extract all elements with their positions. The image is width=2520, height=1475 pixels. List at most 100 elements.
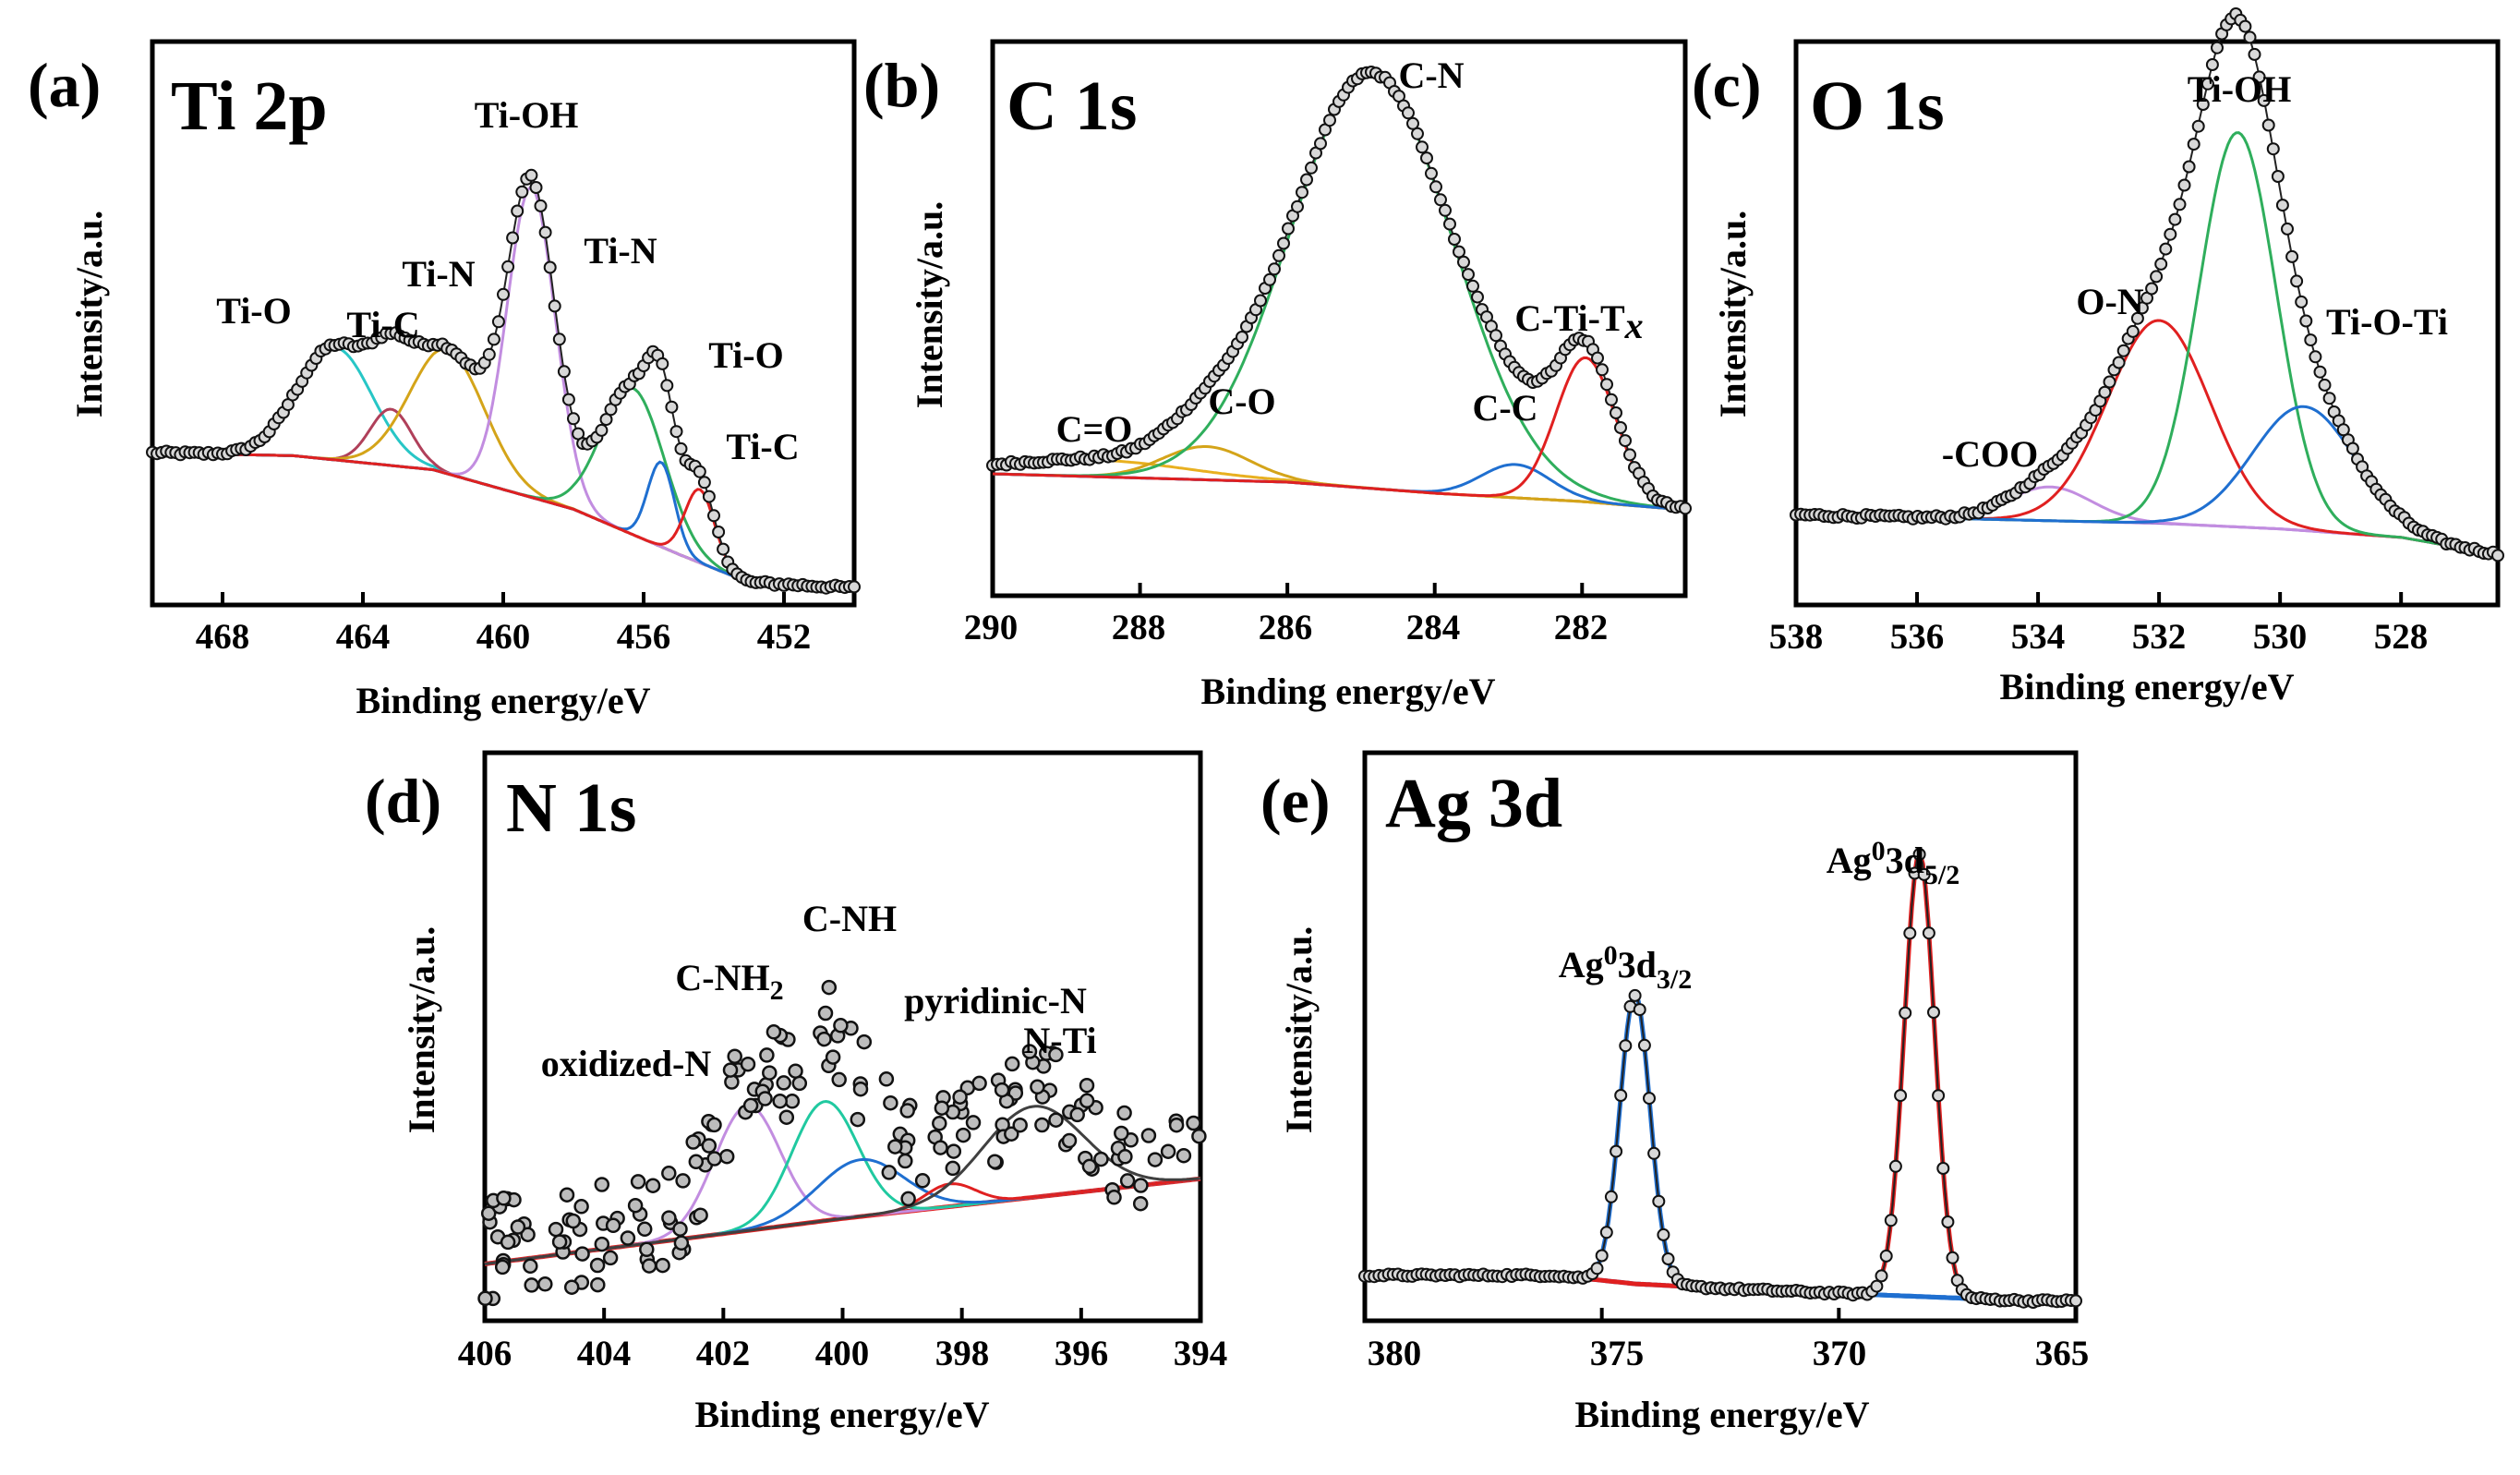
data-point (1132, 1195, 1149, 1212)
plot-area-b (986, 66, 1692, 596)
component-line-2 (151, 347, 855, 590)
data-point (551, 1234, 568, 1250)
data-point (1030, 1079, 1045, 1095)
data-point (1917, 867, 1931, 881)
data-point (848, 580, 861, 594)
data-point (589, 1257, 606, 1274)
peak-label-a-ti-o-2: Ti-O (708, 334, 784, 376)
data-point (1168, 1117, 1185, 1133)
y-axis-title-a: Intensity/a.u. (68, 211, 110, 418)
data-point (2196, 98, 2210, 111)
data-point (1932, 1089, 1946, 1103)
data-point (595, 423, 609, 437)
data-point (1411, 127, 1424, 140)
data-point (1116, 1105, 1132, 1121)
data-point (491, 315, 505, 329)
data-point (1884, 1214, 1898, 1227)
data-point (2336, 423, 2350, 437)
peak-label-d-n-ti: N-Ti (1023, 1020, 1096, 1061)
x-axis-title-a: Binding energy/eV (356, 680, 651, 721)
x-tick-label-b-0: 290 (964, 608, 1019, 647)
data-point (1596, 363, 1609, 377)
data-point (1263, 272, 1276, 286)
data-point (742, 1097, 759, 1114)
x-tick-label-d-0: 406 (458, 1334, 512, 1373)
plot-frame-e (1362, 750, 2079, 1324)
x-tick-label-d-6: 394 (1174, 1334, 1228, 1373)
data-point (630, 1174, 646, 1190)
component-line-3 (1795, 405, 2499, 556)
peak-label-b-c-o: C-O (1208, 381, 1275, 422)
y-axis-title-e: Intensity/a.u. (1278, 926, 1320, 1134)
data-point (2304, 333, 2318, 347)
data-point (1912, 848, 1926, 861)
x-tick-label-c-3: 532 (2132, 617, 2187, 657)
data-point (1936, 1162, 1950, 1175)
data-point (2243, 30, 2257, 44)
data-point (2290, 274, 2304, 288)
peak-label-e-ag-3d52: Ag03d5/2 (1827, 836, 1959, 890)
x-tick-label-e-0: 380 (1368, 1334, 1422, 1373)
data-point (817, 1005, 834, 1022)
x-axis-title-c: Binding energy/eV (2000, 666, 2295, 707)
data-point (639, 1241, 655, 1258)
peak-label-e-ag-3d32: Ag03d3/2 (1559, 940, 1692, 995)
data-point (1081, 1158, 1098, 1175)
data-point (1619, 1039, 1633, 1053)
data-point (1879, 1249, 1893, 1263)
data-point (500, 1234, 516, 1251)
data-point (718, 1148, 735, 1165)
data-point (1296, 186, 1308, 199)
data-point (1619, 434, 1632, 448)
component-line-0 (1365, 990, 2076, 1303)
peak-label-b-c-n: C-N (1398, 54, 1464, 96)
data-point (1610, 406, 1622, 419)
component-line-5 (151, 451, 855, 590)
data-point (1448, 233, 1461, 246)
panel-e: (e) Ag 3d Intensity/a.u. Binding energy/… (1260, 750, 2089, 1435)
data-point (655, 1257, 670, 1274)
data-point (537, 1276, 553, 1292)
data-point (1590, 1262, 1604, 1276)
data-point (701, 1138, 717, 1154)
data-point (1903, 926, 1917, 940)
data-point (563, 1279, 580, 1295)
data-point (952, 1089, 968, 1105)
x-tick-label-d-2: 402 (696, 1334, 751, 1373)
data-point (693, 1207, 708, 1223)
data-point (1888, 1159, 1902, 1173)
data-point (945, 1160, 961, 1177)
component-line-1 (484, 1099, 1201, 1265)
x-tick-label-b-1: 288 (1112, 608, 1166, 647)
data-point (1106, 1190, 1122, 1205)
data-point (2261, 118, 2275, 132)
data-point (1604, 1190, 1618, 1203)
data-point (620, 1230, 636, 1246)
data-point (706, 1151, 722, 1167)
data-point (759, 1047, 775, 1063)
data-point (594, 1177, 610, 1192)
component-line-4 (484, 1105, 1201, 1265)
data-point (494, 1259, 511, 1276)
data-point (762, 1065, 778, 1081)
x-tick-label-a-1: 464 (336, 617, 391, 657)
data-point (567, 412, 580, 426)
x-tick-label-b-2: 286 (1259, 608, 1313, 647)
envelope-line (151, 175, 855, 589)
panel-letter-b: (b) (863, 50, 940, 120)
data-point (2322, 392, 2336, 405)
data-point (510, 1219, 526, 1235)
data-point (2182, 160, 2196, 174)
data-point (529, 181, 543, 194)
peak-label-b-c-c: C-C (1472, 387, 1537, 429)
x-tick-label-c-1: 536 (1890, 617, 1945, 657)
data-point (1254, 294, 1267, 308)
data-point (707, 509, 720, 523)
data-point (497, 287, 510, 301)
data-point (1236, 331, 1248, 344)
panel-letter-a: (a) (28, 50, 101, 120)
x-tick-label-b-4: 282 (1554, 608, 1609, 647)
data-point (1591, 351, 1604, 365)
data-point (2313, 365, 2327, 379)
